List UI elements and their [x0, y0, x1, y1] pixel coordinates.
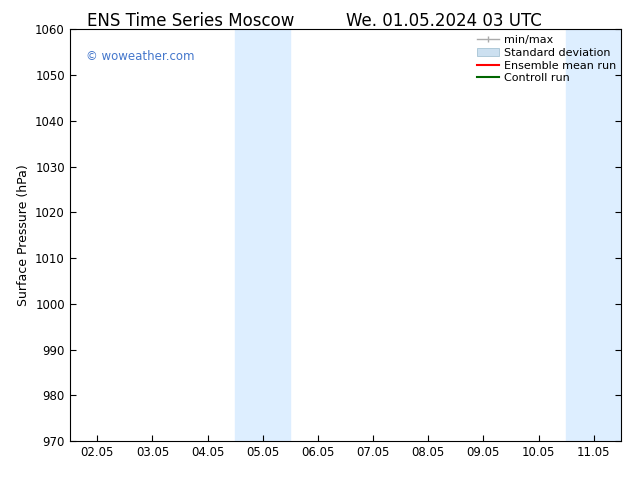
Text: We. 01.05.2024 03 UTC: We. 01.05.2024 03 UTC — [346, 12, 541, 30]
Bar — [235, 29, 290, 441]
Text: ENS Time Series Moscow: ENS Time Series Moscow — [86, 12, 294, 30]
Text: © woweather.com: © woweather.com — [86, 50, 195, 63]
Bar — [566, 29, 621, 441]
Y-axis label: Surface Pressure (hPa): Surface Pressure (hPa) — [16, 164, 30, 306]
Legend: min/max, Standard deviation, Ensemble mean run, Controll run: min/max, Standard deviation, Ensemble me… — [475, 33, 618, 86]
